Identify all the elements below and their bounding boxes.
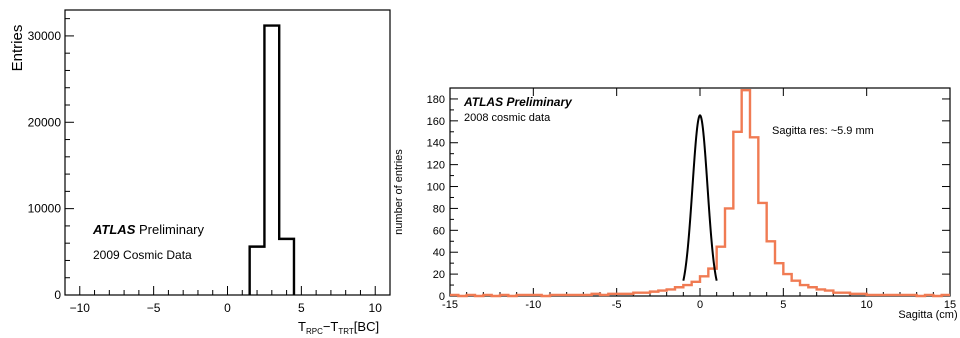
right-x-tick-label: 10: [861, 299, 873, 311]
right-y-tick-label: 180: [427, 94, 445, 106]
right-histogram-outline: [450, 88, 950, 298]
right-resolution-label: Sagitta res: ~5.9 mm: [772, 125, 874, 137]
left-y-tick-label: 20000: [28, 115, 62, 129]
right-x-axis: -15 -10 -5 0 5 10 15: [442, 88, 956, 311]
right-x-axis-label: Sagitta (cm): [898, 309, 957, 321]
right-x-tick-label: 0: [697, 299, 703, 311]
left-x-tick-label: 5: [298, 301, 305, 315]
right-y-tick-label: 20: [433, 269, 445, 281]
right-y-tick-label: 40: [433, 247, 445, 259]
right-y-tick-label: 120: [427, 160, 445, 172]
left-dataset-label: 2009 Cosmic Data: [93, 248, 192, 262]
left-y-axis-label: Entries: [9, 25, 26, 72]
right-x-tick-label: -10: [525, 299, 541, 311]
right-x-tick-label: -15: [442, 299, 458, 311]
left-y-tick-label: 30000: [28, 29, 62, 43]
left-histogram-chart: 0 10000 20000 30000 −10 −5 0 5 10 Entries TRPC−…: [9, 9, 391, 336]
right-y-tick-label: 100: [427, 182, 445, 194]
left-x-tick-label: −5: [147, 301, 161, 315]
left-y-tick-label: 0: [54, 288, 61, 302]
right-x-tick-label: 5: [780, 299, 786, 311]
left-x-tick-label: −10: [70, 301, 91, 315]
left-y-tick-label: 10000: [28, 202, 62, 216]
left-histogram-outline: [248, 24, 296, 295]
right-y-tick-label: 0: [439, 291, 445, 303]
right-y-axis-label: number of entries: [393, 149, 405, 235]
gaussian-fit-curve: [682, 114, 718, 281]
right-y-axis: 0 20 40 60 80 100 120 140 160 180: [427, 87, 950, 303]
left-x-axis: −10 −5 0 5 10: [64, 286, 391, 315]
right-dataset-label: 2008 cosmic data: [464, 112, 551, 124]
right-x-tick-label: 15: [944, 299, 956, 311]
left-x-tick-label: 0: [224, 301, 231, 315]
left-y-axis: 0 10000 20000 30000: [28, 18, 74, 302]
left-x-tick-label: 10: [369, 301, 383, 315]
left-x-axis-label: TRPC−TTRT[BC]: [298, 319, 379, 336]
right-y-tick-label: 60: [433, 225, 445, 237]
left-plot-frame: [64, 9, 391, 296]
right-x-tick-label: -5: [612, 299, 622, 311]
right-y-tick-label: 80: [433, 203, 445, 215]
right-y-tick-label: 160: [427, 116, 445, 128]
right-atlas-label: ATLAS Preliminary: [463, 95, 573, 109]
right-y-tick-label: 140: [427, 138, 445, 150]
left-atlas-label: ATLAS Preliminary: [92, 222, 205, 237]
